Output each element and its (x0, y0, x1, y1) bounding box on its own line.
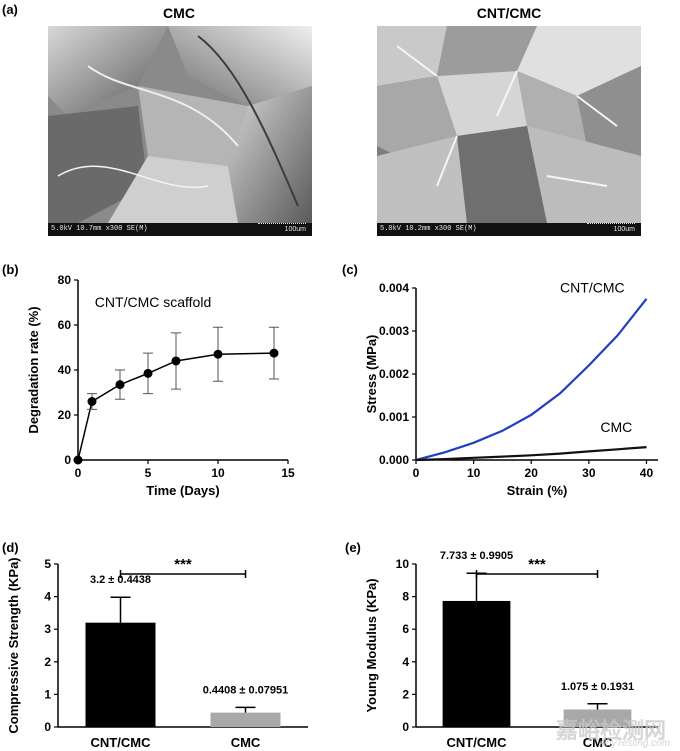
stress-y-tick-label: 0.002 (379, 367, 409, 381)
compressive-bar (210, 712, 281, 727)
sem-title-cmc: CMC (163, 5, 195, 21)
compressive-significance-label: *** (174, 556, 192, 573)
compressive-y-tick-label: 3 (44, 622, 51, 636)
compressive-y-tick-label: 1 (44, 687, 51, 701)
degradation-point (115, 380, 125, 390)
degradation-point (87, 397, 97, 406)
sem-scale-bar-cntcmc (587, 223, 635, 227)
stress-y-tick-label: 0.003 (379, 324, 409, 338)
sem-scale-bar-cmc (258, 223, 306, 227)
young-bar (442, 600, 511, 727)
degradation-point (269, 348, 279, 358)
sem-info-bar-cmc: 5.0kV 10.7mm x300 SE(M) (48, 223, 312, 236)
young-value-label: 1.075 ± 0.1931 (561, 681, 634, 693)
sem-info-bar-cntcmc: 5.0kV 10.2mm x300 SE(M) (377, 223, 641, 236)
sem-image-cmc: 5.0kV 10.7mm x300 SE(M) 100um (48, 26, 312, 236)
sem-scale-cntcmc: 100um (613, 226, 635, 233)
panel-c-label: (c) (342, 262, 358, 277)
degradation-x-tick-label: 5 (145, 466, 152, 480)
panel-b-label: (b) (2, 262, 19, 277)
compressive-y-axis-label: Compressive Strength (KPa) (6, 557, 21, 733)
panel-e-label: (e) (345, 540, 361, 555)
sem-texture-cntcmc (377, 26, 641, 236)
compressive-strength-chart: 0 1 2 3 4 5 Compressive Strength (KPa) 3.2 ± 0.… (6, 556, 308, 750)
watermark-url: AnyTesting.com (599, 738, 670, 749)
stress-x-tick-label: 20 (525, 466, 539, 480)
sem-texture-cmc (48, 26, 312, 236)
degradation-x-axis-label: Time (Days) (146, 483, 219, 498)
young-value-label: 7.733 ± 0.9905 (440, 550, 513, 562)
stress-series-cntcmc (415, 298, 648, 462)
compressive-value-label: 0.4408 ± 0.07951 (203, 684, 289, 696)
sem-title-cntcmc: CNT/CMC (476, 5, 542, 21)
compressive-y-tick-label: 2 (44, 655, 51, 669)
degradation-point (143, 368, 153, 378)
sem-info-cntcmc: 5.0kV 10.2mm x300 SE(M) (380, 225, 477, 233)
compressive-category-label: CNT/CMC (91, 735, 152, 750)
compressive-y-tick-label: 0 (44, 720, 51, 734)
stress-x-tick-label: 30 (582, 466, 596, 480)
stress-x-tick-label: 10 (467, 466, 481, 480)
compressive-value-label: 3.2 ± 0.4438 (90, 574, 151, 586)
compressive-y-tick-label: 4 (44, 590, 51, 604)
degradation-x-tick-label: 10 (211, 466, 225, 480)
degradation-x-tick-label: 0 (75, 466, 82, 480)
degradation-point (73, 455, 83, 465)
young-category-label: CMC (583, 735, 613, 750)
stress-y-tick-label: 0.001 (379, 410, 409, 424)
compressive-category-label: CMC (231, 735, 261, 750)
stress-x-axis-label: Strain (%) (507, 483, 568, 498)
sem-scale-cmc: 100um (284, 226, 306, 233)
degradation-point (171, 356, 181, 366)
young-bar (563, 709, 632, 727)
young-y-tick-label: 0 (402, 720, 409, 734)
young-y-tick-label: 4 (402, 655, 409, 669)
stress-series-label-cntcmc: CNT/CMC (560, 279, 625, 295)
stress-strain-chart: 0 10 20 30 40 0.000 0.001 0.002 0.003 0.004 Strain… (364, 279, 658, 498)
degradation-y-axis-label: Degradation rate (%) (26, 306, 41, 433)
stress-y-tick-label: 0.004 (379, 281, 409, 295)
degradation-y-tick-label: 80 (58, 273, 72, 287)
young-category-label: CNT/CMC (447, 735, 508, 750)
stress-series-label-cmc: CMC (600, 419, 632, 435)
panel-a-label: (a) (2, 2, 18, 17)
degradation-chart: 0 5 10 15 0 20 40 60 80 Time (Days) Degradation ra… (26, 273, 295, 498)
degradation-y-tick-label: 40 (58, 363, 72, 377)
compressive-y-tick-label: 5 (44, 557, 51, 571)
young-y-axis-label: Young Modulus (KPa) (364, 578, 379, 712)
watermark-text: 嘉峪检测网 (555, 718, 666, 743)
young-y-tick-label: 8 (402, 590, 409, 604)
degradation-x-tick-label: 15 (281, 466, 295, 480)
young-y-tick-label: 10 (396, 557, 410, 571)
degradation-y-tick-label: 20 (58, 408, 72, 422)
young-y-tick-label: 6 (402, 622, 409, 636)
stress-series-cmc (415, 446, 647, 462)
stress-x-tick-label: 0 (413, 466, 420, 480)
stress-y-tick-label: 0.000 (379, 453, 409, 467)
stress-x-tick-label: 40 (640, 466, 654, 480)
young-y-tick-label: 2 (402, 687, 409, 701)
degradation-y-tick-label: 0 (64, 453, 71, 467)
degradation-annotation: CNT/CMC scaffold (95, 294, 211, 310)
sem-info-cmc: 5.0kV 10.7mm x300 SE(M) (51, 225, 148, 233)
young-modulus-chart: 0 2 4 6 8 10 Young Modulus (KPa) 7.733 ± 0.9905… (364, 550, 658, 750)
stress-y-axis-label: Stress (MPa) (364, 335, 379, 414)
young-significance-label: *** (528, 556, 546, 573)
compressive-bar (85, 622, 156, 727)
sem-image-cntcmc: 5.0kV 10.2mm x300 SE(M) 100um (377, 26, 641, 236)
degradation-point (213, 349, 223, 359)
panel-d-label: (d) (2, 540, 19, 555)
degradation-y-tick-label: 60 (58, 318, 72, 332)
